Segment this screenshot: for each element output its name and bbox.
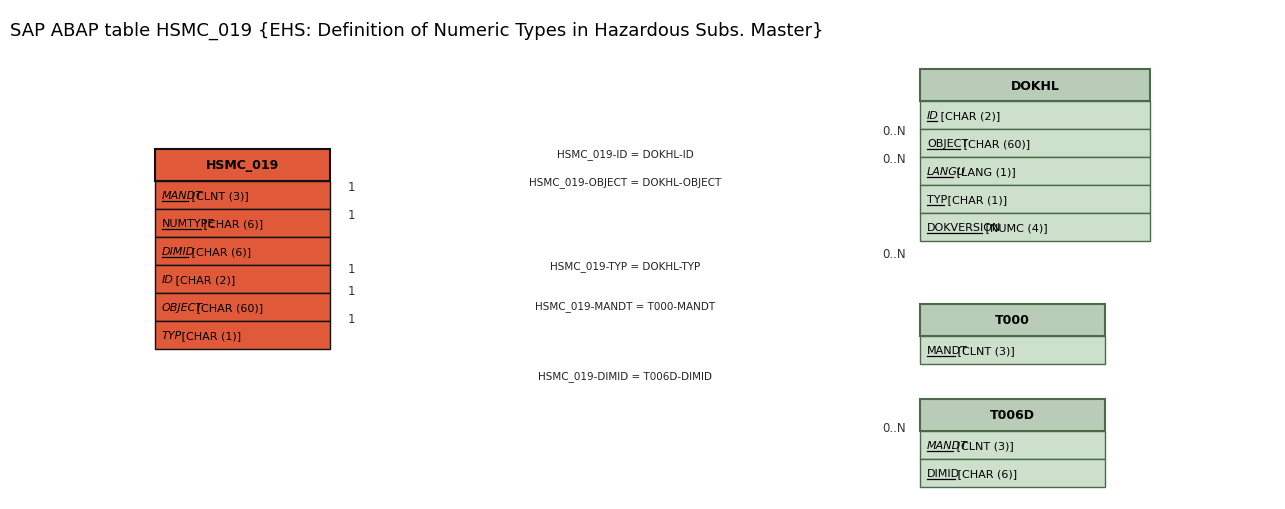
Text: [CHAR (60)]: [CHAR (60)] bbox=[193, 302, 263, 313]
Text: MANDT: MANDT bbox=[162, 191, 203, 201]
Bar bbox=[920, 102, 1150, 130]
Text: [NUMC (4)]: [NUMC (4)] bbox=[982, 222, 1047, 233]
Text: DOKVERSION: DOKVERSION bbox=[926, 222, 1001, 233]
Bar bbox=[155, 293, 330, 321]
Text: [CHAR (1)]: [CHAR (1)] bbox=[943, 194, 1006, 205]
Bar bbox=[920, 70, 1150, 102]
Bar bbox=[920, 158, 1150, 186]
Bar bbox=[155, 321, 330, 349]
Text: [CHAR (2)]: [CHAR (2)] bbox=[937, 111, 1001, 121]
Text: LANGU: LANGU bbox=[926, 166, 966, 177]
Text: OBJECT: OBJECT bbox=[162, 302, 203, 313]
Text: OBJECT: OBJECT bbox=[926, 139, 968, 149]
Text: 0..N: 0..N bbox=[882, 153, 906, 166]
Bar bbox=[920, 186, 1150, 214]
Text: ID: ID bbox=[162, 274, 173, 285]
Text: 1: 1 bbox=[348, 285, 356, 298]
Text: [CHAR (6)]: [CHAR (6)] bbox=[188, 246, 251, 257]
Text: MANDT: MANDT bbox=[926, 345, 968, 355]
Text: [CLNT (3)]: [CLNT (3)] bbox=[955, 345, 1015, 355]
Text: DOKHL: DOKHL bbox=[1010, 79, 1059, 92]
Text: 0..N: 0..N bbox=[882, 421, 906, 435]
Text: SAP ABAP table HSMC_019 {EHS: Definition of Numeric Types in Hazardous Subs. Mas: SAP ABAP table HSMC_019 {EHS: Definition… bbox=[10, 22, 824, 40]
Text: T006D: T006D bbox=[989, 409, 1034, 421]
Text: [CLNT (3)]: [CLNT (3)] bbox=[953, 440, 1014, 450]
Text: NUMTYPE: NUMTYPE bbox=[162, 218, 216, 229]
Text: 0..N: 0..N bbox=[882, 247, 906, 260]
Text: DIMID: DIMID bbox=[926, 468, 960, 478]
Text: HSMC_019-OBJECT = DOKHL-OBJECT: HSMC_019-OBJECT = DOKHL-OBJECT bbox=[529, 177, 721, 188]
Bar bbox=[155, 238, 330, 266]
Text: T000: T000 bbox=[995, 314, 1031, 327]
Text: [CLNT (3)]: [CLNT (3)] bbox=[188, 191, 249, 201]
Bar bbox=[155, 266, 330, 293]
Text: TYP: TYP bbox=[162, 330, 182, 341]
Bar bbox=[155, 182, 330, 210]
Text: TYP: TYP bbox=[926, 194, 947, 205]
Bar bbox=[155, 210, 330, 238]
Text: ID: ID bbox=[926, 111, 939, 121]
Bar bbox=[155, 150, 330, 182]
Bar bbox=[920, 431, 1105, 459]
Bar bbox=[920, 130, 1150, 158]
Text: DIMID: DIMID bbox=[162, 246, 195, 257]
Text: 1: 1 bbox=[348, 181, 356, 194]
Text: HSMC_019-TYP = DOKHL-TYP: HSMC_019-TYP = DOKHL-TYP bbox=[550, 261, 700, 272]
Text: MANDT: MANDT bbox=[926, 440, 968, 450]
Bar bbox=[920, 399, 1105, 431]
Text: HSMC_019-ID = DOKHL-ID: HSMC_019-ID = DOKHL-ID bbox=[556, 149, 694, 160]
Text: 1: 1 bbox=[348, 263, 356, 276]
Bar bbox=[920, 459, 1105, 487]
Text: [CHAR (1)]: [CHAR (1)] bbox=[177, 330, 240, 341]
Text: 1: 1 bbox=[348, 209, 356, 222]
Bar bbox=[920, 214, 1150, 242]
Text: [CHAR (60)]: [CHAR (60)] bbox=[960, 139, 1031, 149]
Text: [LANG (1)]: [LANG (1)] bbox=[953, 166, 1015, 177]
Text: 1: 1 bbox=[348, 313, 356, 326]
Bar bbox=[920, 304, 1105, 336]
Text: [CHAR (6)]: [CHAR (6)] bbox=[955, 468, 1018, 478]
Text: [CHAR (2)]: [CHAR (2)] bbox=[172, 274, 235, 285]
Text: [CHAR (6)]: [CHAR (6)] bbox=[200, 218, 263, 229]
Text: HSMC_019-DIMID = T006D-DIMID: HSMC_019-DIMID = T006D-DIMID bbox=[538, 371, 712, 382]
Text: HSMC_019-MANDT = T000-MANDT: HSMC_019-MANDT = T000-MANDT bbox=[535, 301, 714, 312]
Text: HSMC_019: HSMC_019 bbox=[206, 159, 279, 172]
Bar bbox=[920, 336, 1105, 364]
Text: 0..N: 0..N bbox=[882, 125, 906, 138]
